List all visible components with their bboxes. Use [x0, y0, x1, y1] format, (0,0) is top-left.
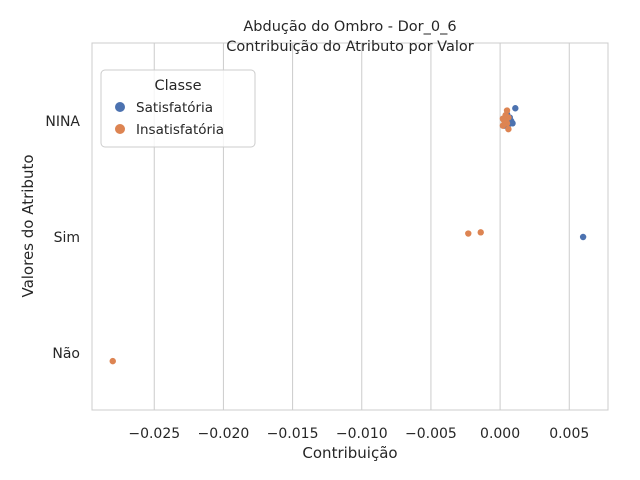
y-tick-label: Não: [52, 346, 80, 362]
data-point: [477, 229, 484, 236]
y-tick-labels: NINA Sim Não: [45, 114, 80, 362]
legend-marker-insatisfatoria: [115, 124, 125, 134]
x-axis-title: Contribuição: [302, 444, 397, 462]
legend-title: Classe: [154, 78, 201, 94]
y-axis-title: Valores do Atributo: [19, 154, 37, 297]
legend-label-insatisfatoria: Insatisfatória: [136, 122, 224, 138]
data-point: [509, 120, 516, 127]
legend-marker-satisfatoria: [115, 102, 125, 112]
x-tick-label: −0.010: [336, 426, 388, 442]
plot-frame: [91, 42, 609, 411]
x-tick-label: −0.020: [198, 426, 250, 442]
legend-label-satisfatoria: Satisfatória: [136, 100, 213, 116]
legend-box: [100, 69, 256, 148]
chart-subtitle: Contribuição do Atributo por Valor: [226, 39, 473, 55]
data-point: [512, 105, 519, 112]
y-tick-label: Sim: [54, 230, 80, 246]
x-tick-labels: −0.025 −0.020 −0.015 −0.010 −0.005 0.000 0.005: [128, 426, 589, 442]
data-point: [109, 357, 116, 365]
chart-title: Abdução do Ombro - Dor_0_6: [243, 19, 456, 35]
legend: Classe Satisfatória Insatisfatória: [100, 69, 256, 148]
data-point: [579, 233, 587, 241]
x-tick-label: −0.015: [267, 426, 319, 442]
x-tick-label: 0.000: [480, 426, 520, 442]
x-tick-label: −0.005: [405, 426, 457, 442]
y-tick-label: NINA: [45, 114, 80, 130]
x-tick-label: −0.025: [128, 426, 180, 442]
data-point: [465, 230, 472, 237]
data-point: [505, 125, 512, 133]
data-points: [109, 105, 587, 365]
x-tick-label: 0.005: [549, 426, 589, 442]
data-point: [499, 122, 507, 129]
